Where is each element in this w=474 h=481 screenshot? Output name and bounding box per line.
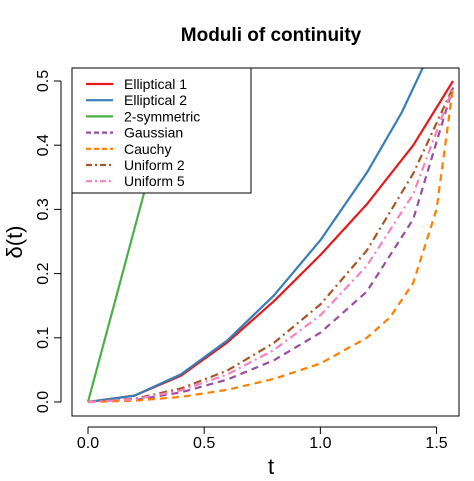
curves-layer — [86, 68, 455, 404]
x-axis-title: t — [268, 454, 274, 479]
legend-label-2: 2-symmetric — [124, 108, 200, 124]
y-axis: 0.0 0.1 0.2 0.3 0.4 0.5 — [35, 70, 62, 413]
x-tick-label: 1.5 — [425, 435, 447, 452]
legend-label-1: Elliptical 2 — [124, 92, 187, 108]
legend-label-5: Uniform 2 — [124, 157, 185, 173]
x-tick-label: 0.0 — [77, 435, 99, 452]
y-tick-label: 0.3 — [35, 198, 52, 220]
y-tick-label: 0.0 — [35, 391, 52, 413]
series-line-1 — [87, 68, 424, 404]
x-tick-label: 0.5 — [193, 435, 215, 452]
series-line-6 — [87, 87, 455, 404]
legend-label-3: Gaussian — [124, 125, 183, 141]
chart-title: Moduli of continuity — [181, 25, 362, 46]
legend-label-4: Cauchy — [124, 141, 171, 157]
plot-frame — [71, 67, 460, 417]
legend-label-0: Elliptical 1 — [124, 76, 187, 92]
series-line-5 — [87, 86, 454, 404]
series-line-4 — [87, 87, 455, 404]
y-tick-label: 0.2 — [35, 262, 52, 284]
y-tick-label: 0.1 — [35, 327, 52, 349]
y-axis-title: δ(t) — [2, 225, 27, 258]
y-tick-label: 0.4 — [35, 134, 52, 156]
legend-label-6: Uniform 5 — [124, 173, 185, 189]
legend-box — [71, 67, 252, 194]
x-tick-label: 1.0 — [309, 435, 331, 452]
y-tick-label: 0.5 — [35, 70, 52, 92]
x-axis: 0.0 0.5 1.0 1.5 — [77, 426, 448, 452]
series-line-3 — [87, 87, 455, 404]
